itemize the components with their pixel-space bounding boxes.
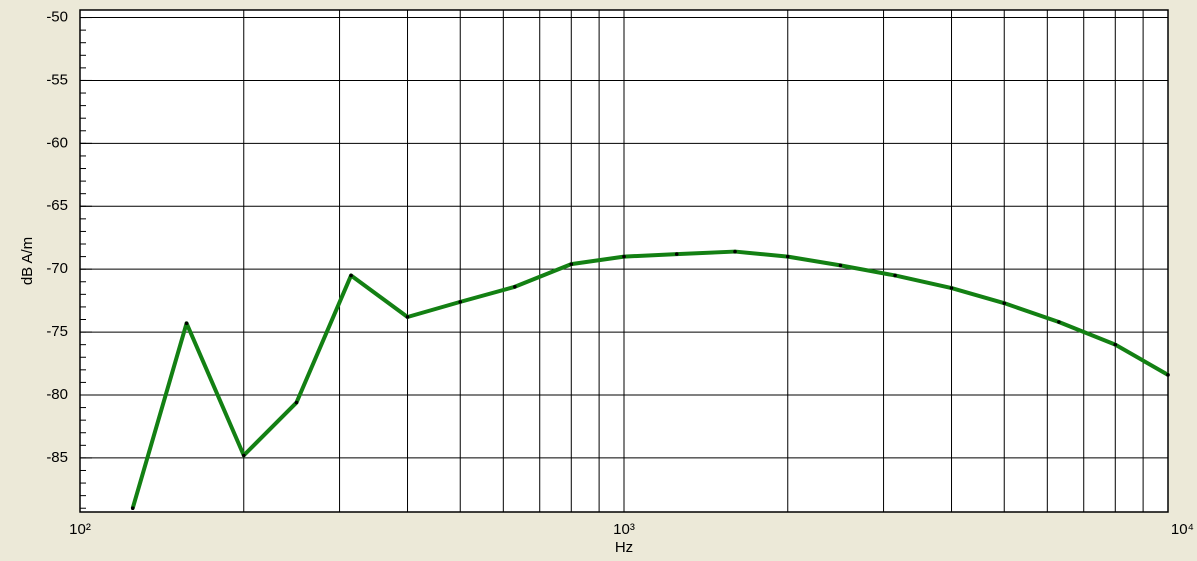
data-point	[513, 284, 517, 289]
y-tick-label: -80	[46, 386, 68, 403]
y-tick-label: -70	[46, 260, 68, 277]
data-point	[893, 273, 897, 278]
y-tick-label: -85	[46, 449, 68, 466]
data-point	[130, 506, 135, 511]
data-point	[458, 300, 463, 304]
x-axis-label: Hz	[615, 539, 633, 556]
data-point	[184, 321, 189, 326]
data-point	[241, 453, 246, 458]
plot-border	[79, 9, 1169, 513]
data-point	[785, 254, 790, 259]
data-point	[1057, 320, 1061, 324]
data-point	[405, 315, 410, 319]
x-tick-label: 10⁴	[1171, 521, 1194, 538]
x-tick-label: 10²	[69, 521, 91, 538]
data-point	[838, 263, 843, 268]
line-series	[130, 249, 1169, 509]
y-tick-label: -60	[46, 134, 68, 151]
data-point	[1113, 342, 1118, 347]
x-tick-label: 10³	[613, 521, 635, 538]
data-point	[349, 273, 353, 278]
y-tick-label: -65	[46, 197, 68, 214]
data-point	[1002, 301, 1007, 305]
y-tick-label: -50	[46, 9, 68, 26]
y-tick-label: -55	[46, 71, 68, 88]
data-point	[294, 400, 299, 405]
data-point	[674, 252, 679, 256]
data-point	[949, 286, 954, 290]
y-axis-label: dB A/m	[19, 237, 36, 285]
data-point	[1166, 373, 1170, 377]
y-tick-label: -75	[46, 323, 68, 340]
data-point	[622, 254, 626, 259]
data-point	[733, 249, 737, 254]
data-point	[569, 262, 574, 266]
